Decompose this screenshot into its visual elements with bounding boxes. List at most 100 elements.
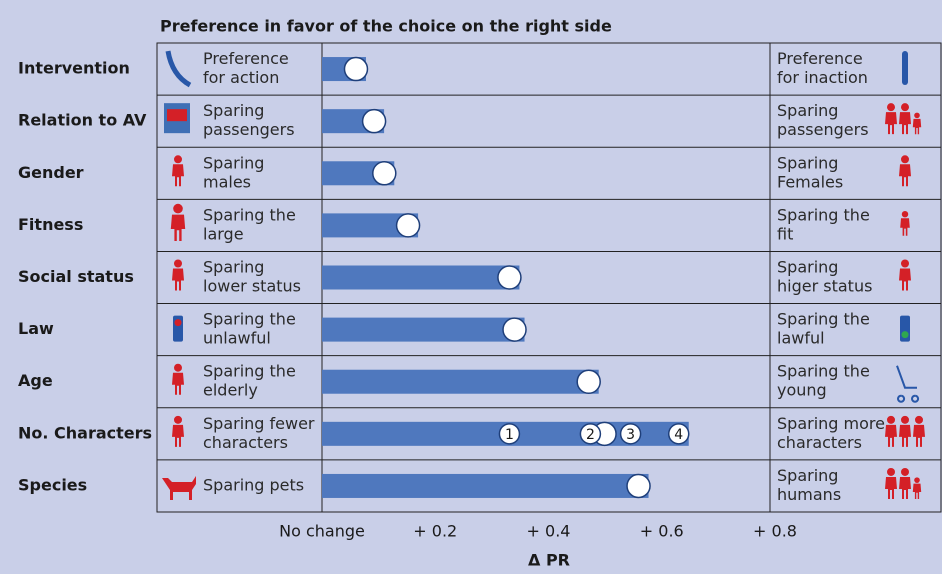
icon <box>900 218 910 236</box>
numbered-marker <box>498 423 521 445</box>
icon <box>172 372 184 395</box>
right-label: Sparing <box>777 153 838 172</box>
icon <box>172 164 184 187</box>
icon <box>165 50 192 88</box>
numbered-marker-label: 4 <box>674 427 683 443</box>
right-label: Sparing more <box>777 414 885 433</box>
category-label: Species <box>18 475 87 494</box>
right-label: passengers <box>777 120 869 139</box>
numbered-marker-label: 2 <box>586 427 595 443</box>
bar-end-marker <box>361 108 387 134</box>
icon <box>887 467 895 476</box>
right-label: Sparing the <box>777 362 870 381</box>
right-label: Females <box>777 172 843 191</box>
category-label: No. Characters <box>18 423 152 442</box>
left-label: Sparing the <box>203 205 296 224</box>
left-label: Sparing <box>203 258 264 277</box>
icon <box>913 424 925 447</box>
icon <box>901 155 909 164</box>
right-label: Sparing <box>777 466 838 485</box>
right-label: for inaction <box>777 68 868 87</box>
plot-frame <box>156 42 942 513</box>
bar <box>322 265 520 290</box>
icon <box>912 118 922 135</box>
icon <box>174 415 182 424</box>
icon <box>899 268 911 291</box>
icon <box>912 483 922 500</box>
icon <box>885 112 897 135</box>
category-label: Age <box>18 371 53 390</box>
icon <box>887 415 895 424</box>
icon <box>170 214 186 241</box>
left-label: Sparing the <box>203 310 296 329</box>
icon <box>896 365 920 403</box>
icon <box>899 112 911 135</box>
icon <box>174 259 182 268</box>
category-label: Relation to AV <box>18 111 147 130</box>
icon <box>162 475 196 500</box>
category-label: Social status <box>18 267 134 286</box>
icon <box>887 103 895 112</box>
right-label: young <box>777 381 827 400</box>
left-label: Sparing <box>203 101 264 120</box>
category-label: Fitness <box>18 215 83 234</box>
chart-title: Preference in favor of the choice on the… <box>160 17 612 36</box>
category-label: Gender <box>18 163 84 182</box>
icon <box>915 415 923 424</box>
icon <box>885 424 897 447</box>
left-label: males <box>203 172 251 191</box>
icon <box>899 424 911 447</box>
icon <box>173 203 183 214</box>
icon <box>167 109 187 122</box>
right-label: Sparing the <box>777 205 870 224</box>
icon <box>899 164 911 187</box>
left-label: Sparing fewer <box>203 414 315 433</box>
bar-end-marker <box>343 56 369 82</box>
category-label: Intervention <box>18 59 130 78</box>
left-label: Preference <box>203 49 289 68</box>
icon <box>901 415 909 424</box>
left-label: elderly <box>203 381 258 400</box>
icon <box>901 210 909 218</box>
right-label: Sparing the <box>777 310 870 329</box>
icon <box>901 103 909 112</box>
x-tick-label: + 0.8 <box>753 522 797 541</box>
x-tick-label: + 0.6 <box>640 522 684 541</box>
bar-end-marker <box>497 265 522 290</box>
left-label: for action <box>203 68 279 87</box>
left-label: Sparing <box>203 153 264 172</box>
icon <box>172 424 184 447</box>
left-label: unlawful <box>203 329 271 348</box>
numbered-marker-label: 1 <box>505 427 514 443</box>
icon <box>901 259 909 268</box>
left-label: passengers <box>203 120 295 139</box>
bar <box>322 473 649 498</box>
numbered-marker <box>667 423 690 445</box>
icon <box>899 476 911 499</box>
icon <box>885 476 897 499</box>
icon <box>174 155 182 164</box>
numbered-marker-label: 3 <box>626 427 635 443</box>
category-label: Law <box>18 319 54 338</box>
right-label: Sparing <box>777 101 838 120</box>
right-label: fit <box>777 224 793 243</box>
x-tick-label: No change <box>279 522 365 541</box>
numbered-marker <box>579 423 602 445</box>
left-label: Sparing pets <box>203 475 304 494</box>
icon <box>901 331 909 339</box>
icon <box>174 363 182 372</box>
x-axis-label: Δ PR <box>528 551 570 570</box>
left-label: large <box>203 224 244 243</box>
x-tick-label: + 0.2 <box>413 522 457 541</box>
bar-end-marker <box>576 369 601 394</box>
bar <box>322 369 599 394</box>
left-label: Sparing the <box>203 362 296 381</box>
bar-end-marker <box>502 317 527 342</box>
right-label: Sparing <box>777 258 838 277</box>
bar-end-marker <box>395 213 421 238</box>
numbered-marker <box>619 423 642 445</box>
bar <box>322 317 525 342</box>
right-label: characters <box>777 433 862 452</box>
bar-end-marker <box>626 473 651 499</box>
